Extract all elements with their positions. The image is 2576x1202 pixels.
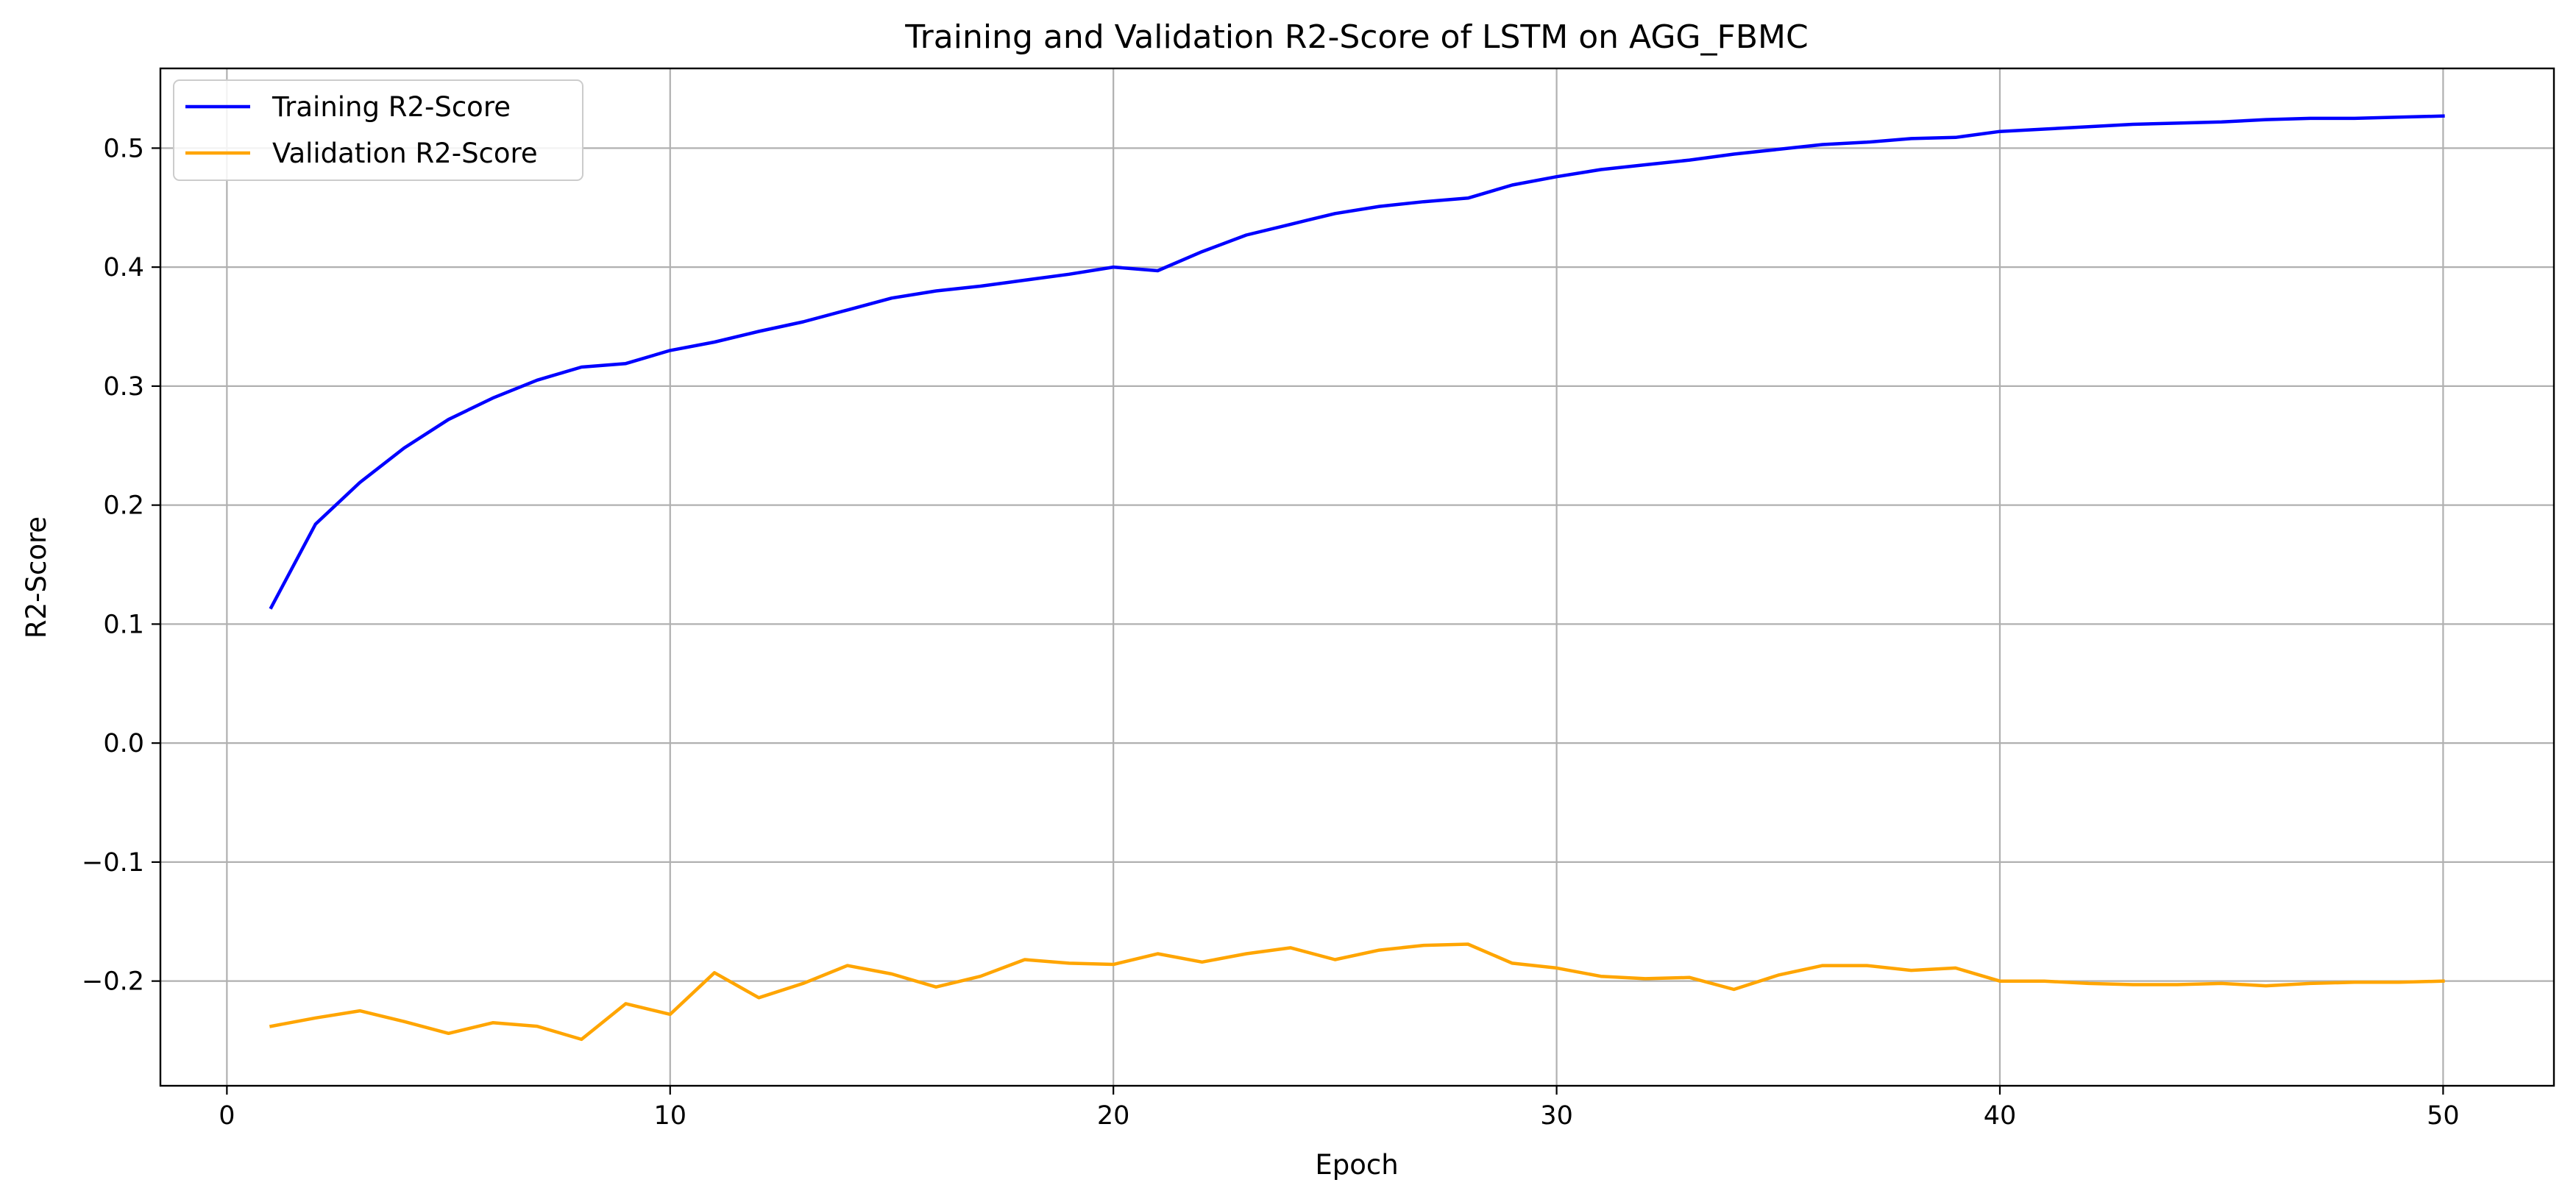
y-tick-label: 0.0	[103, 729, 144, 758]
x-axis-label: Epoch	[1315, 1149, 1398, 1181]
y-tick-label: 0.3	[103, 372, 144, 402]
y-tick-label: 0.4	[103, 253, 144, 282]
validation-r2-line	[269, 942, 2445, 1042]
x-tick-label: 10	[653, 1101, 686, 1131]
chart-title: Training and Validation R2-Score of LSTM…	[904, 18, 1808, 56]
training-r2-line	[269, 114, 2445, 610]
plot-frame	[159, 67, 2555, 1087]
legend: Training R2-Score Validation R2-Score	[173, 79, 583, 181]
y-axis-label: R2-Score	[21, 516, 52, 639]
x-tick-label: 50	[2427, 1101, 2460, 1131]
y-tick-label: −0.1	[82, 848, 144, 878]
legend-label-training: Training R2-Score	[272, 91, 511, 123]
legend-box	[173, 79, 583, 181]
y-tick-label: −0.2	[82, 967, 144, 997]
y-tick-label: 0.1	[103, 610, 144, 639]
x-tick-label: 40	[1984, 1101, 2017, 1131]
series-lines	[269, 114, 2445, 1042]
y-tick-label: 0.2	[103, 491, 144, 521]
legend-label-validation: Validation R2-Score	[272, 138, 538, 169]
grid	[160, 68, 2554, 1086]
x-tick-label: 30	[1540, 1101, 1573, 1131]
x-tick-label: 0	[219, 1101, 235, 1131]
y-tick-label: 0.5	[103, 134, 144, 163]
x-tick-label: 20	[1097, 1101, 1130, 1131]
axis-ticks: 0 10 20 30 40 50 −0.2 −0.1 0.0 0.1 0.2 0.3 0.4 0.5	[82, 134, 2460, 1131]
